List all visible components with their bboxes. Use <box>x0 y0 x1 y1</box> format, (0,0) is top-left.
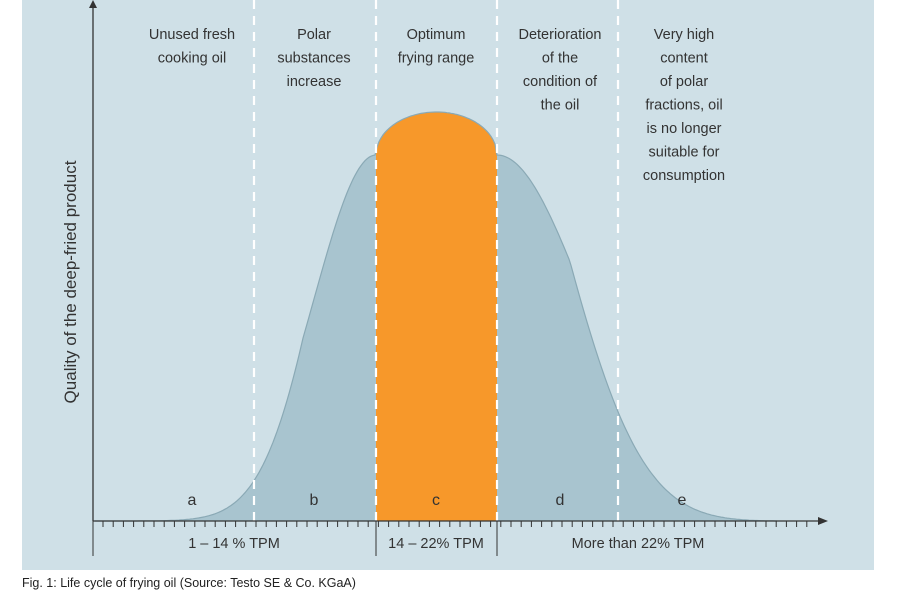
zone-b-title-line: increase <box>287 74 342 90</box>
zone-e-title-line: fractions, oil <box>645 98 722 114</box>
zone-e-title: Very high content of polar fractions, oil is… <box>643 27 725 184</box>
y-axis-arrow <box>89 0 97 8</box>
tpm-range-low: 1 – 14 % TPM <box>188 536 280 552</box>
optimum-range-area <box>376 112 497 521</box>
zone-e-title-line: is no longer <box>647 121 722 137</box>
zone-e-title-line: content <box>660 51 708 67</box>
y-axis-label: Quality of the deep-fried product <box>61 160 80 403</box>
zone-c-title: Optimum frying range <box>398 27 475 67</box>
zone-d-title: Deterioration of the condition of the oil <box>518 27 601 114</box>
zone-d-title-line: of the <box>542 51 578 67</box>
zone-a-title-line: cooking oil <box>158 51 227 67</box>
tpm-range-optimum: 14 – 22% TPM <box>388 536 484 552</box>
zone-c-title-line: frying range <box>398 51 475 67</box>
zone-c-title-line: Optimum <box>407 27 466 43</box>
zone-d-title-line: Deterioration <box>518 27 601 43</box>
zone-e-title-line: Very high <box>654 27 714 43</box>
zone-e-title-line: suitable for <box>649 145 720 161</box>
zone-d-title-line: condition of <box>523 74 598 90</box>
zone-b-title-line: substances <box>277 51 350 67</box>
zone-c-letter: c <box>432 492 440 509</box>
zone-e-letter: e <box>678 492 687 509</box>
quality-curve-line <box>95 111 777 522</box>
x-axis-arrow <box>818 517 828 525</box>
figure-caption: Fig. 1: Life cycle of frying oil (Source… <box>22 576 356 590</box>
zone-e-title-line: of polar <box>660 74 709 90</box>
zone-dividers <box>252 0 620 521</box>
zone-a-letter: a <box>188 492 197 509</box>
zone-b-title: Polar substances increase <box>277 27 350 90</box>
zone-a-title: Unused fresh cooking oil <box>149 27 235 67</box>
tpm-range-high: More than 22% TPM <box>572 536 705 552</box>
zone-e-title-line: consumption <box>643 168 725 184</box>
zone-b-title-line: Polar <box>297 27 331 43</box>
zone-a-title-line: Unused fresh <box>149 27 235 43</box>
zone-b-letter: b <box>310 492 319 509</box>
x-axis-ticks <box>102 521 808 527</box>
zone-d-letter: d <box>556 492 565 509</box>
zone-d-title-line: the oil <box>541 98 580 114</box>
